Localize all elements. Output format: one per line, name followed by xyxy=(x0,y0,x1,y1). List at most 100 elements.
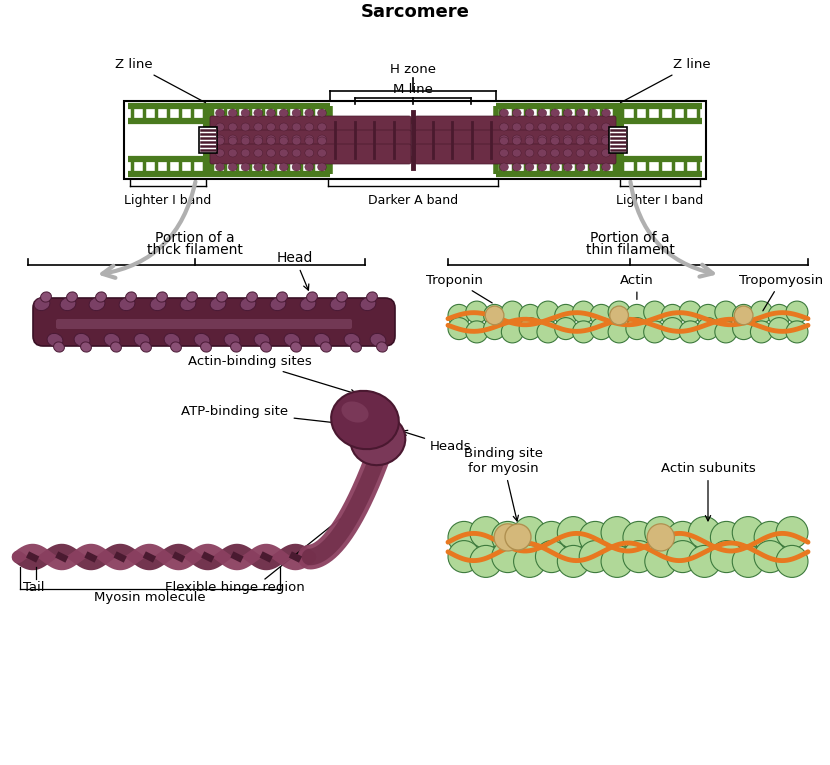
Ellipse shape xyxy=(241,163,250,171)
Circle shape xyxy=(644,321,666,343)
Ellipse shape xyxy=(47,334,63,347)
Ellipse shape xyxy=(34,298,50,311)
Ellipse shape xyxy=(171,342,182,352)
Ellipse shape xyxy=(564,123,572,131)
Ellipse shape xyxy=(512,163,521,171)
Ellipse shape xyxy=(216,137,224,145)
Circle shape xyxy=(514,516,545,549)
Circle shape xyxy=(514,545,545,578)
Ellipse shape xyxy=(241,109,250,117)
Circle shape xyxy=(679,301,701,323)
Ellipse shape xyxy=(500,135,509,143)
Circle shape xyxy=(644,301,666,323)
Ellipse shape xyxy=(525,109,534,117)
Ellipse shape xyxy=(231,342,242,352)
Circle shape xyxy=(590,317,613,340)
Ellipse shape xyxy=(201,342,212,352)
Ellipse shape xyxy=(512,149,521,157)
Ellipse shape xyxy=(266,137,276,145)
Ellipse shape xyxy=(228,137,237,145)
Ellipse shape xyxy=(280,123,288,131)
Ellipse shape xyxy=(602,163,610,171)
Text: ATP-binding site: ATP-binding site xyxy=(182,405,351,427)
Ellipse shape xyxy=(270,298,286,311)
Ellipse shape xyxy=(564,163,572,171)
Ellipse shape xyxy=(134,334,150,347)
Circle shape xyxy=(590,304,613,327)
Ellipse shape xyxy=(588,123,598,131)
Ellipse shape xyxy=(110,342,121,352)
Circle shape xyxy=(735,306,753,325)
Ellipse shape xyxy=(367,292,378,302)
Ellipse shape xyxy=(538,163,547,171)
FancyBboxPatch shape xyxy=(210,130,411,150)
FancyBboxPatch shape xyxy=(210,116,411,136)
Ellipse shape xyxy=(318,149,326,157)
Ellipse shape xyxy=(588,109,598,117)
Ellipse shape xyxy=(500,149,509,157)
Circle shape xyxy=(486,306,504,325)
Ellipse shape xyxy=(576,109,585,117)
Ellipse shape xyxy=(330,298,346,311)
Ellipse shape xyxy=(350,342,361,352)
Ellipse shape xyxy=(588,135,598,143)
Ellipse shape xyxy=(370,334,386,347)
Ellipse shape xyxy=(512,137,521,145)
Circle shape xyxy=(645,545,676,578)
Circle shape xyxy=(557,545,589,578)
Circle shape xyxy=(626,317,648,340)
Circle shape xyxy=(769,317,790,340)
Ellipse shape xyxy=(292,137,301,145)
Circle shape xyxy=(662,304,683,327)
Circle shape xyxy=(754,541,786,572)
Circle shape xyxy=(579,541,611,572)
Circle shape xyxy=(697,304,719,327)
Ellipse shape xyxy=(241,135,250,143)
Ellipse shape xyxy=(564,135,572,143)
Ellipse shape xyxy=(550,109,559,117)
Ellipse shape xyxy=(254,137,262,145)
Circle shape xyxy=(535,541,568,572)
Ellipse shape xyxy=(284,334,300,347)
Ellipse shape xyxy=(104,334,120,347)
Text: Actin-binding sites: Actin-binding sites xyxy=(188,355,356,395)
Ellipse shape xyxy=(318,123,326,131)
Circle shape xyxy=(750,301,773,323)
Circle shape xyxy=(679,321,701,343)
Ellipse shape xyxy=(337,292,348,302)
Ellipse shape xyxy=(576,135,585,143)
Ellipse shape xyxy=(119,298,135,311)
Ellipse shape xyxy=(602,123,610,131)
Circle shape xyxy=(448,317,470,340)
Text: Heads: Heads xyxy=(402,430,471,453)
Ellipse shape xyxy=(292,123,301,131)
Ellipse shape xyxy=(550,149,559,157)
Circle shape xyxy=(754,522,786,553)
Ellipse shape xyxy=(512,123,521,131)
Circle shape xyxy=(501,301,524,323)
Ellipse shape xyxy=(538,123,547,131)
Circle shape xyxy=(448,541,480,572)
Ellipse shape xyxy=(187,292,198,302)
Ellipse shape xyxy=(602,109,610,117)
Circle shape xyxy=(776,516,808,549)
Ellipse shape xyxy=(305,149,314,157)
FancyBboxPatch shape xyxy=(415,130,616,150)
Circle shape xyxy=(573,301,594,323)
Circle shape xyxy=(666,541,699,572)
Circle shape xyxy=(448,522,480,553)
Ellipse shape xyxy=(292,135,301,143)
Ellipse shape xyxy=(266,135,276,143)
Circle shape xyxy=(494,524,521,551)
Bar xyxy=(609,127,627,153)
Ellipse shape xyxy=(576,123,585,131)
Ellipse shape xyxy=(588,149,598,157)
Ellipse shape xyxy=(81,342,91,352)
Bar xyxy=(124,101,706,179)
Circle shape xyxy=(662,317,683,340)
Circle shape xyxy=(554,317,577,340)
Ellipse shape xyxy=(266,123,276,131)
Ellipse shape xyxy=(74,334,90,347)
Ellipse shape xyxy=(377,342,388,352)
Ellipse shape xyxy=(360,298,376,311)
